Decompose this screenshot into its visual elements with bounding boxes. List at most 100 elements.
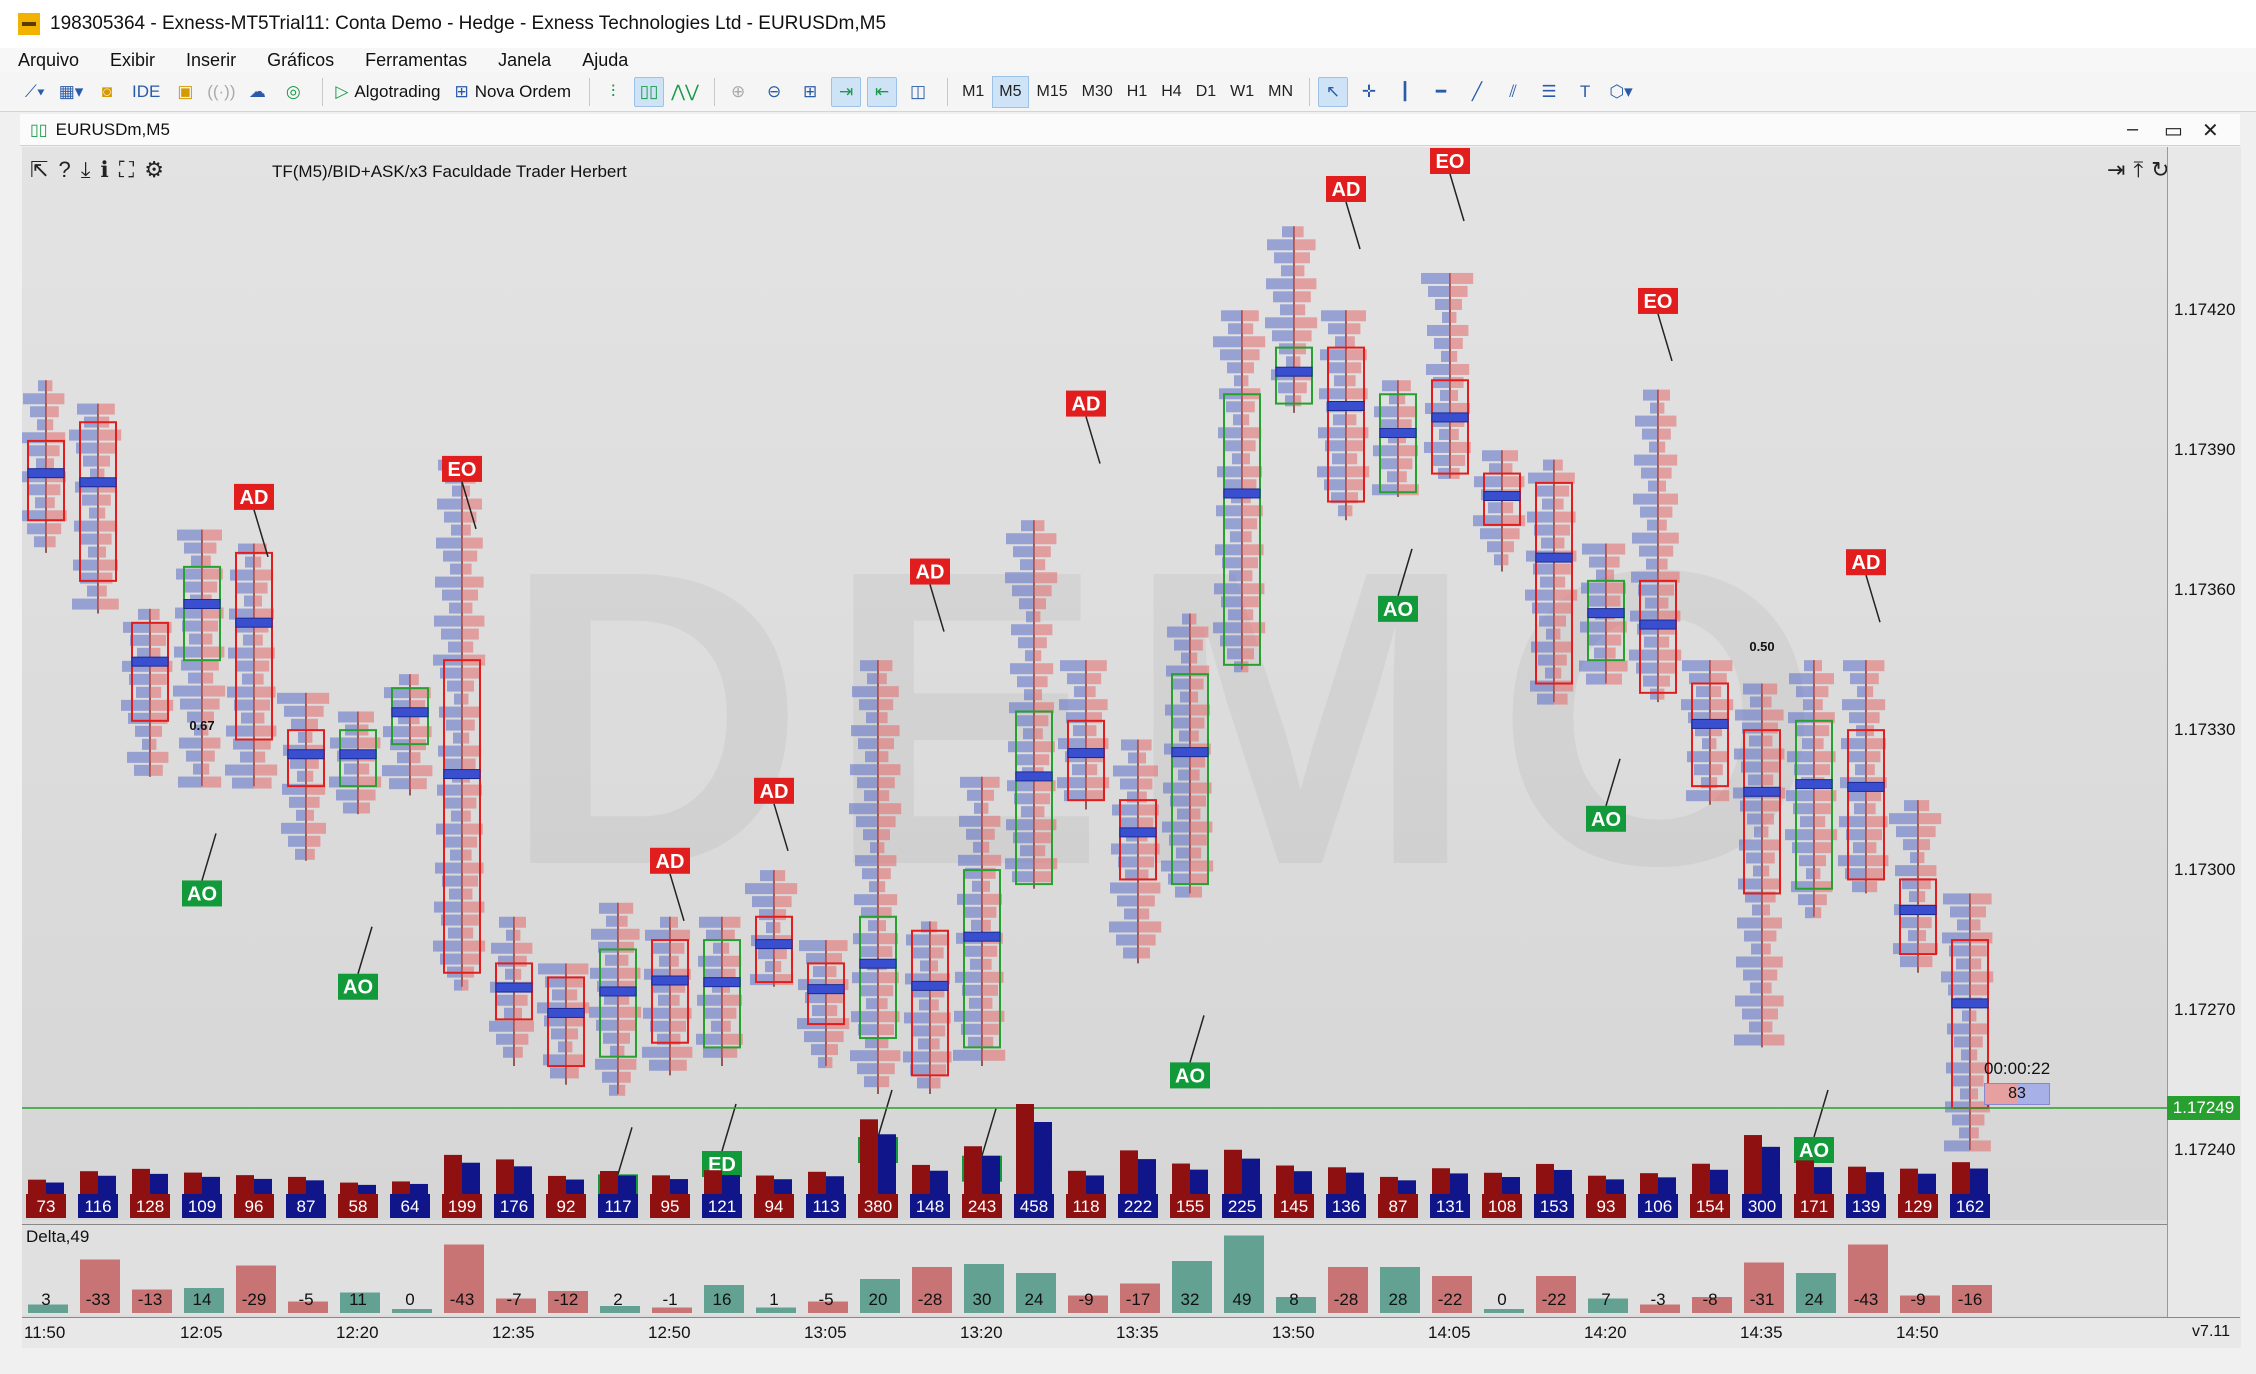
bid-cluster [1944, 1140, 1970, 1152]
export-icon[interactable]: ⇥ [2107, 157, 2126, 182]
algotrading-button[interactable]: ▷ Algotrading [331, 77, 444, 107]
screenshot-icon[interactable]: ◫ [910, 81, 927, 101]
ask-cluster [1762, 917, 1782, 929]
ask-cluster [1190, 873, 1208, 885]
zoom-in-icon[interactable]: ⊕ [730, 81, 746, 101]
menu-ferramentas[interactable]: Ferramentas [365, 49, 468, 70]
bid-cluster [1640, 506, 1658, 518]
autoscroll-icon[interactable]: ⇥ [831, 76, 862, 107]
ask-cluster [1710, 673, 1727, 685]
market-icon[interactable]: ◙ [101, 81, 113, 101]
delta-value: -5 [298, 1290, 313, 1309]
ask-cluster [1242, 453, 1250, 465]
image-icon[interactable]: ⛶ [118, 157, 135, 182]
ask-cluster [1242, 310, 1259, 322]
vertical-line-icon[interactable]: ┃ [1399, 81, 1411, 101]
bar-chart-icon[interactable]: ⫶ [610, 81, 616, 101]
lock-icon[interactable]: ▣ [177, 81, 194, 101]
new-order-button[interactable]: ⊞ Nova Ordem [450, 77, 575, 107]
close-icon[interactable]: ✕ [2202, 120, 2219, 142]
bid-cluster [1791, 881, 1814, 893]
upload-icon[interactable]: ⤒ [2133, 157, 2144, 182]
menu-ajuda[interactable]: Ajuda [582, 49, 629, 70]
chart-template-icon[interactable]: ▦▾ [58, 81, 84, 101]
line-chart-icon[interactable]: ⟋▾ [24, 81, 46, 101]
ask-cluster [1918, 891, 1926, 903]
volume-bar-bid [652, 1175, 670, 1194]
download-icon[interactable]: ⤓ [80, 157, 91, 182]
channel-icon[interactable]: ⫽ [1509, 81, 1517, 101]
fibonacci-icon[interactable]: ☰ [1541, 81, 1557, 101]
volume-bar-bid [1536, 1163, 1554, 1194]
menu-janela[interactable]: Janela [498, 49, 552, 70]
bid-cluster [329, 776, 358, 788]
poc-marker [1951, 998, 1989, 1009]
timeframe-d1[interactable]: D1 [1195, 82, 1217, 100]
timeframe-m1[interactable]: M1 [962, 82, 985, 100]
text-icon[interactable]: T [1579, 81, 1591, 101]
info-icon[interactable]: ℹ [100, 157, 109, 182]
volume-bar-ask [410, 1183, 428, 1194]
arrow-icon[interactable]: ⇱ [30, 157, 49, 182]
bid-cluster [605, 954, 618, 966]
bid-cluster [1803, 699, 1814, 711]
poc-marker [1275, 366, 1313, 377]
trendline-icon[interactable]: ╱ [1471, 81, 1483, 101]
help-icon[interactable]: ? [58, 157, 71, 182]
bid-cluster [435, 576, 462, 588]
bid-cluster [905, 973, 930, 985]
ide-button[interactable]: IDE [132, 81, 161, 101]
signal-icon[interactable]: ((·)) [207, 81, 236, 101]
bid-cluster [1440, 389, 1450, 401]
chart-shift-icon[interactable]: ⇤ [867, 76, 898, 107]
footprint-candle [1057, 660, 1110, 810]
candlestick-icon[interactable]: ▯▯ [634, 76, 665, 107]
ask-cluster [1710, 738, 1717, 750]
zoom-out-icon[interactable]: ⊖ [766, 81, 782, 101]
chart-area[interactable]: DEMO AOADAOEOEDADEDADEDADEDADAOADAOEOAOE… [22, 147, 2241, 1348]
bid-cluster [391, 700, 410, 712]
footprint-candle [1421, 272, 1474, 479]
timeframe-mn[interactable]: MN [1268, 82, 1294, 100]
price-plot[interactable]: DEMO AOADAOEOEDADEDADEDADEDADAOADAOEOAOE… [22, 147, 2167, 1220]
time-axis[interactable]: v7.11 11:50 12:05 12:20 12:35 12:50 13:05 13:2… [22, 1317, 2240, 1348]
gear-icon[interactable]: ⚙ [144, 157, 164, 182]
price-axis[interactable]: 1.17420 1.17390 1.17360 1.17330 1.17300 1.172… [2167, 147, 2241, 1347]
ask-cluster [462, 849, 472, 861]
timeframe-m30[interactable]: M30 [1081, 82, 1113, 100]
footprint-chart[interactable]: AOADAOEOEDADEDADEDADEDADAOADAOEOAOEOAOAD… [22, 147, 2167, 1220]
ask-cluster [1190, 678, 1204, 690]
line-icon[interactable]: ⋀⋁ [671, 81, 699, 101]
vps-icon[interactable]: ◎ [285, 81, 301, 101]
footprint-candle [537, 963, 590, 1085]
bid-cluster [1750, 696, 1762, 708]
ask-cluster [774, 922, 781, 934]
timeframe-m5[interactable]: M5 [992, 75, 1029, 108]
grid-icon[interactable]: ⊞ [802, 81, 818, 101]
shapes-icon[interactable]: ⬡▾ [1609, 81, 1633, 101]
delta-panel[interactable]: Delta,49 3 -33 -13 14 -29 -5 11 0 -43 -7 -12 2 -1 16 1… [22, 1224, 2167, 1315]
timeframe-m15[interactable]: M15 [1036, 82, 1068, 100]
volume-value-box [806, 1194, 846, 1218]
timeframe-h1[interactable]: H1 [1126, 82, 1148, 100]
menu-graficos[interactable]: Gráficos [267, 49, 335, 70]
bid-cluster [441, 628, 462, 640]
ask-cluster [1918, 956, 1933, 968]
bid-cluster [1389, 393, 1398, 405]
bid-cluster [953, 1049, 982, 1061]
maximize-icon[interactable]: ▭ [2164, 120, 2183, 142]
cursor-icon[interactable]: ↖ [1318, 76, 1349, 107]
menu-inserir[interactable]: Inserir [186, 49, 237, 70]
refresh-icon[interactable]: ↻ [2151, 157, 2167, 182]
timeframe-h4[interactable]: H4 [1161, 82, 1182, 100]
crosshair-icon[interactable]: ✛ [1361, 81, 1377, 101]
timeframe-w1[interactable]: W1 [1230, 82, 1255, 100]
minimize-icon[interactable]: – [2127, 118, 2139, 140]
cloud-icon[interactable]: ☁ [248, 81, 266, 101]
footprint-candle [1785, 660, 1838, 919]
horizontal-line-icon[interactable]: ━ [1435, 81, 1447, 101]
menu-arquivo[interactable]: Arquivo [18, 49, 80, 70]
volume-value-box [494, 1194, 534, 1218]
menu-exibir[interactable]: Exibir [110, 49, 156, 70]
bid-cluster [1740, 800, 1762, 812]
